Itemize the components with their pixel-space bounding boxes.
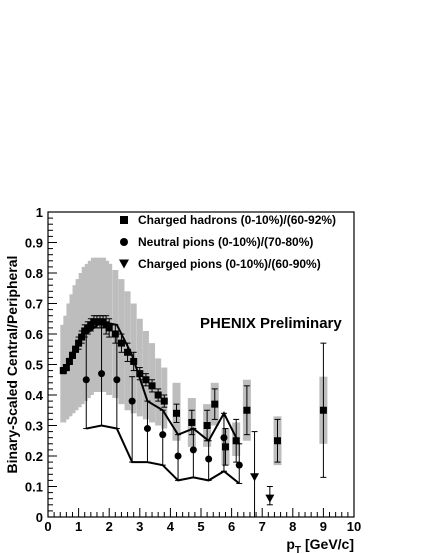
neutral-pion-marker (159, 431, 167, 439)
charged-hadron-marker (62, 364, 70, 372)
x-tick-label: 4 (167, 519, 175, 534)
x-tick-label: 5 (197, 519, 204, 534)
y-tick-label: 0.8 (25, 266, 43, 281)
charged-hadron-marker (72, 345, 80, 353)
charged-hadron-marker (203, 422, 211, 429)
charged-hadron-marker (274, 437, 281, 445)
x-tick-label: 10 (347, 519, 361, 534)
x-tick-label: 0 (44, 519, 51, 534)
y-tick-label: 0.2 (25, 449, 43, 464)
charged-hadron-marker (105, 324, 113, 332)
y-tick-label: 1 (36, 205, 43, 220)
x-tick-label: 2 (106, 519, 113, 534)
charged-hadron-marker (148, 382, 156, 390)
neutral-pion-marker (235, 461, 243, 469)
neutral-pion-marker (143, 425, 151, 433)
charged-pion-marker (265, 494, 275, 503)
legend-marker-circle (120, 238, 128, 246)
tick-labels: 0 1 2 3 4 5 6 7 8 9 10 0 0.1 0.2 0.3 0.4 0.5 0.6 0.7 0.8 0.9… (25, 205, 361, 534)
neutral-pion-marker (98, 370, 106, 378)
legend-entry: Charged pions (0-10%)/(60-90%) (138, 257, 321, 271)
neutral-pion-marker (205, 455, 213, 463)
neutral-pion-marker (174, 452, 182, 460)
charged-hadron-marker (142, 376, 150, 384)
legend-marker-square (120, 216, 128, 224)
x-tick-label: 7 (259, 519, 266, 534)
x-tick-label: 9 (320, 519, 327, 534)
x-tick-label: 1 (75, 519, 82, 534)
charged-hadron-marker (221, 443, 229, 451)
neutral-pion-marker (220, 434, 228, 442)
markers (59, 318, 327, 503)
x-tick-label: 6 (228, 519, 235, 534)
y-tick-label: 0.1 (25, 480, 43, 495)
x-axis-title-sub: T (295, 545, 301, 554)
x-axis-title-unit: [GeV/c] (305, 536, 354, 552)
x-tick-label: 8 (289, 519, 296, 534)
charged-hadron-marker (136, 370, 144, 378)
y-tick-label: 0.9 (25, 236, 43, 251)
charged-hadron-marker (68, 351, 76, 359)
neutral-pion-marker (113, 376, 121, 384)
y-tick-label: 0.5 (25, 358, 43, 373)
neutral-pion-marker (82, 376, 90, 384)
charged-hadron-marker (188, 418, 196, 426)
y-axis-title: Binary-Scaled Central/Peripheral (4, 256, 20, 474)
charged-hadron-marker (124, 348, 132, 356)
charged-hadron-marker (154, 391, 162, 399)
neutral-pion-marker (189, 446, 197, 454)
charged-hadron-marker (173, 409, 181, 417)
y-tick-label: 0.7 (25, 297, 43, 312)
y-tick-label: 0.3 (25, 419, 43, 434)
x-axis-title-main: p (286, 536, 295, 552)
charged-hadron-marker (232, 437, 240, 445)
legend-marker-triangle-down (119, 259, 129, 269)
neutral-pion-marker (128, 397, 136, 405)
legend: Charged hadrons (0-10%)/(60-92%) Neutral … (119, 213, 336, 271)
charged-hadron-marker (243, 406, 251, 414)
charged-hadron-marker (160, 397, 168, 405)
x-tick-label: 3 (136, 519, 143, 534)
charged-hadron-marker (130, 357, 138, 365)
charged-hadron-marker (78, 333, 86, 341)
phenix-annotation: PHENIX Preliminary (200, 315, 342, 332)
charged-hadron-marker (117, 339, 125, 347)
axis-ticks (47, 211, 355, 518)
charged-pion-marker (250, 473, 260, 482)
legend-entry: Neutral pions (0-10%)/(70-80%) (138, 235, 313, 249)
charged-hadron-marker (65, 357, 73, 365)
charged-hadron-marker (319, 406, 327, 414)
x-axis-title: pT [GeV/c] (286, 536, 354, 554)
charged-hadron-marker (75, 339, 83, 347)
legend-entry: Charged hadrons (0-10%)/(60-92%) (138, 213, 336, 227)
charged-hadron-marker (211, 400, 219, 408)
y-tick-label: 0 (36, 510, 43, 525)
y-tick-label: 0.4 (25, 388, 44, 403)
charged-hadron-marker (111, 330, 119, 338)
y-tick-label: 0.6 (25, 327, 43, 342)
